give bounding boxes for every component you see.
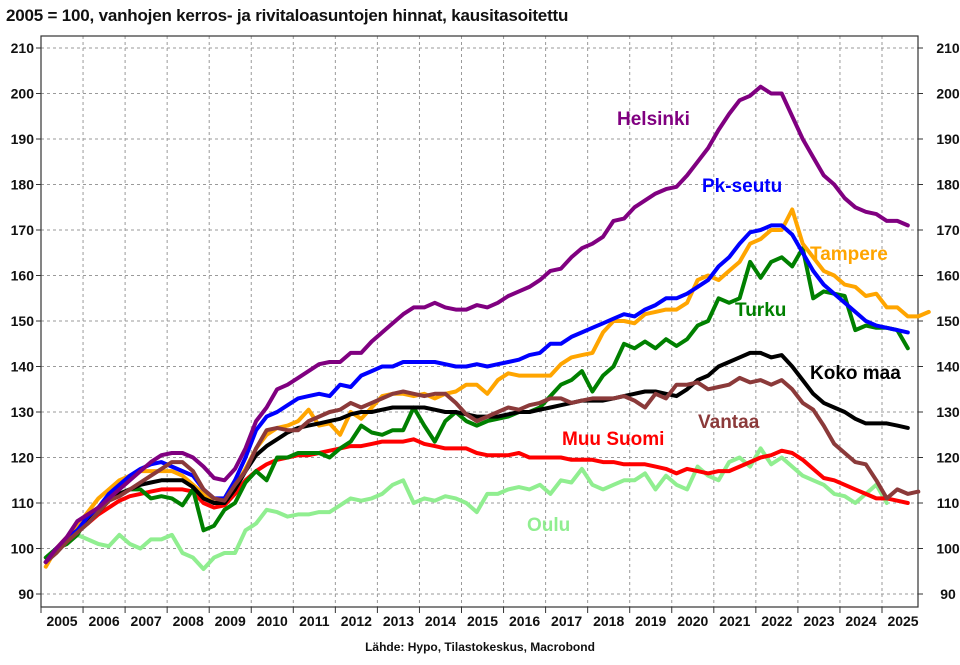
x-tick-label: 2009	[215, 613, 246, 629]
x-tick-label: 2021	[719, 613, 750, 629]
x-tick-label: 2008	[173, 613, 204, 629]
series-label-helsinki: Helsinki	[617, 109, 690, 130]
y-tick-label-right: 160	[936, 268, 960, 284]
x-tick-label: 2007	[131, 613, 162, 629]
series-label-oulu: Oulu	[527, 515, 570, 536]
y-tick-label-left: 210	[11, 40, 35, 56]
y-tick-label-right: 210	[936, 40, 960, 56]
y-tick-label-left: 130	[11, 404, 35, 420]
y-tick-label-right: 190	[936, 131, 960, 147]
series-label-turku: Turku	[735, 300, 786, 321]
y-axis-left: 210 200 190 180 170 160 150 140 130 120 110 100 90	[11, 40, 41, 602]
y-tick-label-right: 170	[936, 222, 960, 238]
x-axis: 2005 2006 2007 2008 2009 2010 2011 2012 2013 2014…	[40, 607, 919, 629]
series-line-pk-seutu	[43, 223, 910, 565]
y-tick-label-left: 180	[11, 177, 35, 193]
y-tick-label-left: 160	[11, 268, 35, 284]
x-tick-label: 2005	[46, 613, 77, 629]
y-tick-label-right: 200	[936, 86, 960, 102]
series-label-tampere: Tampere	[810, 244, 888, 265]
y-tick-label-right: 120	[936, 450, 960, 466]
y-tick-label-left: 110	[11, 495, 34, 511]
x-tick-label: 2013	[383, 613, 414, 629]
y-tick-label-right: 140	[936, 359, 960, 375]
series-label-vantaa: Vantaa	[698, 412, 760, 433]
y-tick-label-right: 180	[936, 177, 960, 193]
y-tick-label-right: 100	[936, 541, 960, 557]
x-tick-label: 2010	[257, 613, 288, 629]
x-tick-label: 2024	[845, 613, 876, 629]
y-tick-label-left: 200	[11, 86, 35, 102]
x-tick-label: 2012	[341, 613, 372, 629]
chart-title: 2005 = 100, vanhojen kerros- ja rivitalo…	[6, 6, 569, 25]
y-tick-label-left: 170	[11, 222, 35, 238]
series-line-turku	[43, 246, 910, 560]
series-label-koko-maa: Koko maa	[810, 363, 901, 384]
y-axis-right: 210 200 190 180 170 160 150 140 130 120 110 100 90	[918, 40, 960, 602]
series-lines	[43, 84, 931, 571]
x-tick-label: 2019	[635, 613, 666, 629]
series-label-muu-suomi: Muu Suomi	[562, 429, 664, 450]
y-tick-label-left: 100	[11, 541, 35, 557]
series-label-pk-seutu: Pk-seutu	[702, 176, 782, 197]
x-tick-label: 2025	[887, 613, 918, 629]
gridlines	[41, 36, 918, 607]
y-tick-label-left: 90	[18, 586, 34, 602]
x-tick-label: 2006	[88, 613, 119, 629]
x-tick-label: 2022	[761, 613, 792, 629]
y-tick-label-right: 110	[937, 495, 960, 511]
y-tick-label-right: 150	[936, 313, 960, 329]
series-line-muu-suomi	[43, 437, 910, 565]
x-tick-label: 2018	[593, 613, 624, 629]
x-tick-label: 2011	[299, 613, 330, 629]
x-tick-label: 2014	[425, 613, 456, 629]
series-line-koko-maa	[43, 350, 910, 565]
x-tick-label: 2015	[467, 613, 498, 629]
x-tick-label: 2016	[509, 613, 540, 629]
y-tick-label-left: 120	[11, 450, 35, 466]
y-tick-label-right: 90	[940, 586, 956, 602]
source-note: Lähde: Hypo, Tilastokeskus, Macrobond	[365, 640, 595, 654]
x-tick-label: 2020	[677, 613, 708, 629]
x-tick-label: 2017	[551, 613, 582, 629]
y-tick-label-left: 150	[11, 313, 35, 329]
y-tick-label-right: 130	[936, 404, 960, 420]
series-line-helsinki	[43, 84, 910, 565]
series-labels: Helsinki Pk-seutu Tampere Turku Koko maa Vant…	[527, 109, 901, 536]
x-tick-label: 2023	[803, 613, 834, 629]
series-line-vantaa	[43, 375, 921, 565]
y-tick-label-left: 190	[11, 131, 35, 147]
y-tick-label-left: 140	[11, 359, 35, 375]
